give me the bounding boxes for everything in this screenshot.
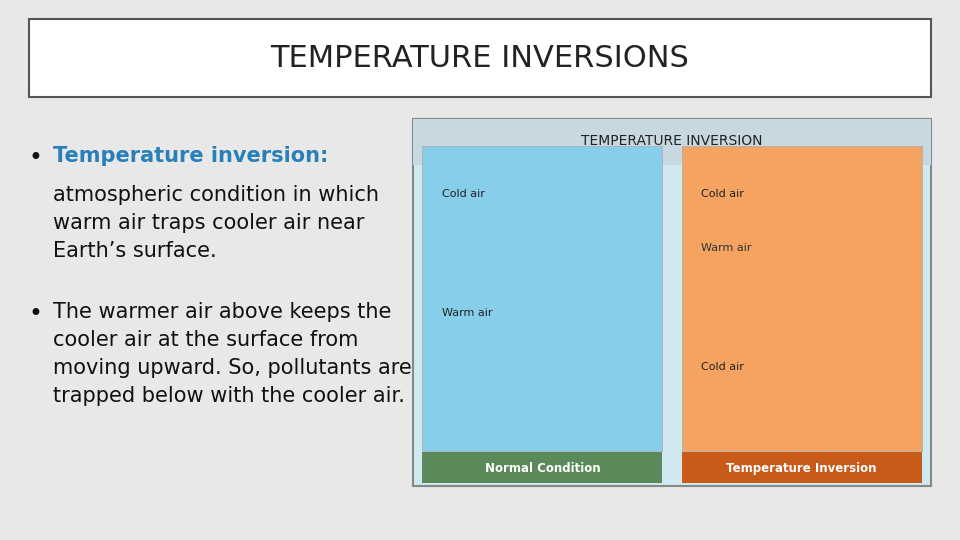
Text: Cold air: Cold air — [442, 190, 485, 199]
Text: The warmer air above keeps the
cooler air at the surface from
moving upward. So,: The warmer air above keeps the cooler ai… — [53, 302, 412, 407]
FancyBboxPatch shape — [29, 19, 931, 97]
Text: TEMPERATURE INVERSION: TEMPERATURE INVERSION — [581, 134, 763, 149]
Text: Cold air: Cold air — [701, 362, 744, 372]
FancyBboxPatch shape — [682, 146, 922, 451]
Text: •: • — [29, 302, 42, 326]
Text: atmospheric condition in which
warm air traps cooler air near
Earth’s surface.: atmospheric condition in which warm air … — [53, 185, 379, 261]
FancyBboxPatch shape — [413, 119, 931, 165]
Text: Temperature inversion:: Temperature inversion: — [53, 146, 328, 166]
Text: Temperature Inversion: Temperature Inversion — [727, 462, 876, 475]
Text: •: • — [29, 146, 42, 170]
Text: Normal Condition: Normal Condition — [485, 462, 600, 475]
FancyBboxPatch shape — [413, 119, 931, 486]
FancyBboxPatch shape — [422, 452, 662, 483]
FancyBboxPatch shape — [682, 452, 922, 483]
Text: Warm air: Warm air — [442, 308, 492, 318]
Text: Cold air: Cold air — [701, 190, 744, 199]
Text: TEMPERATURE INVERSIONS: TEMPERATURE INVERSIONS — [271, 44, 689, 73]
Text: an: an — [408, 146, 441, 166]
Text: Temperature inversion: an
atmospheric condition in which
warm air traps cooler a: Temperature inversion: an atmospheric co… — [53, 146, 379, 235]
FancyBboxPatch shape — [422, 146, 662, 451]
Text: Warm air: Warm air — [701, 244, 752, 253]
